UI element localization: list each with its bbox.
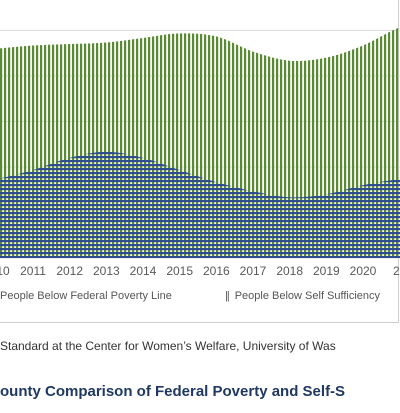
legend-item-self-sufficiency: || People Below Self Sufficiency (225, 290, 380, 302)
x-tick-label-10: 2020 (350, 264, 377, 278)
x-tick-label-11: 20 (393, 264, 400, 278)
x-tick-label-2: 2012 (56, 264, 83, 278)
x-tick-label-4: 2014 (130, 264, 157, 278)
legend-swatch-self-sufficiency: || (225, 290, 230, 302)
x-tick-label-3: 2013 (93, 264, 120, 278)
x-axis-tick-labels: 2010 2011 2012 2013 2014 2015 2016 2017 2018 2019… (0, 264, 400, 278)
x-tick-label-8: 2018 (276, 264, 303, 278)
chart-plot: 2010 2011 2012 2013 2014 2015 2016 2017 2018 2019… (0, 27, 400, 278)
area-series (0, 27, 400, 258)
source-note: Standard at the Center for Women’s Welfa… (0, 339, 336, 353)
x-tick-label-9: 2019 (313, 264, 340, 278)
x-tick-label-5: 2015 (166, 264, 193, 278)
legend-label-federal-poverty: People Below Federal Poverty Line (0, 290, 172, 302)
x-tick-label-0: 2010 (0, 264, 10, 278)
area-federal-poverty (0, 151, 400, 258)
legend-item-federal-poverty: People Below Federal Poverty Line (0, 290, 172, 302)
x-tick-label-1: 2011 (20, 264, 46, 278)
legend-label-self-sufficiency: People Below Self Sufficiency (234, 290, 381, 302)
figure-caption: ounty Comparison of Federal Poverty and … (0, 383, 346, 400)
legend: People Below Federal Poverty Line || Peop… (0, 290, 400, 306)
x-tick-label-7: 2017 (240, 264, 267, 278)
x-tick-label-6: 2016 (203, 264, 230, 278)
